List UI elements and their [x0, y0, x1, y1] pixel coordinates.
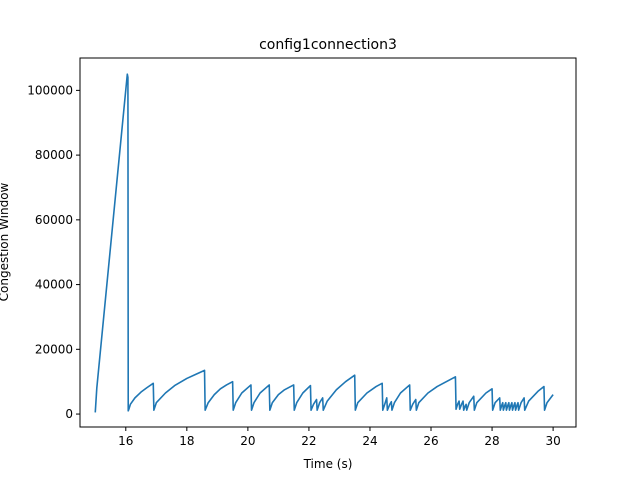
- x-tick-label: 16: [118, 434, 133, 448]
- x-tick-label: 26: [423, 434, 438, 448]
- series-line: [94, 73, 554, 413]
- y-tick-label: 100000: [27, 83, 73, 97]
- y-tick-label: 20000: [35, 342, 73, 356]
- y-tick-label: 60000: [35, 213, 73, 227]
- chart-title: config1connection3: [259, 37, 397, 53]
- x-tick-label: 28: [484, 434, 499, 448]
- axis-ticks: 16 18 20 22 24 26 28 30 0 20000 40000 60000 80000 100…: [27, 83, 561, 448]
- y-tick-label: 40000: [35, 278, 73, 292]
- series-layer: [94, 73, 554, 413]
- x-tick-label: 30: [545, 434, 560, 448]
- y-tick-label: 80000: [35, 148, 73, 162]
- x-tick-label: 22: [301, 434, 316, 448]
- y-axis-label: Congestion Window: [0, 182, 11, 301]
- plot-area: [80, 58, 576, 427]
- x-tick-label: 18: [179, 434, 194, 448]
- y-tick-label: 0: [65, 407, 73, 421]
- axes-frame: [79, 57, 577, 428]
- x-tick-label: 20: [240, 434, 255, 448]
- x-axis-label: Time (s): [303, 457, 353, 471]
- x-tick-label: 24: [362, 434, 377, 448]
